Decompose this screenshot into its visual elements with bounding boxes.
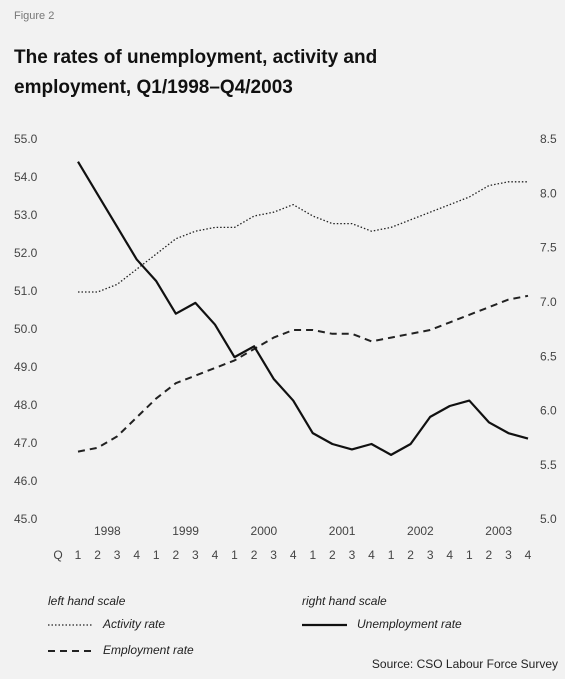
- legend-label: Activity rate: [102, 617, 165, 631]
- data-line: [77, 294, 529, 453]
- legend-label: Unemployment rate: [357, 617, 462, 631]
- y-tick-label: 46.0: [14, 474, 38, 488]
- x-tick-label: 2: [486, 548, 493, 562]
- y-tick-label: 49.0: [14, 360, 38, 374]
- year-label: 2001: [329, 524, 356, 538]
- y2-tick-label: 6.0: [540, 404, 557, 418]
- x-tick-label: 3: [505, 548, 512, 562]
- legend-title: right hand scale: [302, 594, 387, 608]
- x-tick-label: 1: [309, 548, 316, 562]
- legend-label: Employment rate: [103, 643, 194, 657]
- x-tick-label: 1: [466, 548, 473, 562]
- chart-title: The rates of unemployment, activity and: [14, 47, 377, 68]
- y2-tick-label: 8.5: [540, 132, 557, 146]
- x-tick-label: 1: [388, 548, 395, 562]
- source: Source: CSO Labour Force Survey: [372, 657, 558, 671]
- x-tick-label: 4: [525, 548, 532, 562]
- x-tick-label: 4: [368, 548, 375, 562]
- y-tick-label: 45.0: [14, 512, 38, 526]
- x-tick-label: 3: [349, 548, 356, 562]
- x-tick-label: 3: [114, 548, 121, 562]
- x-tick-label: 3: [427, 548, 434, 562]
- legend-title: left hand scale: [48, 594, 126, 608]
- y-tick-label: 48.0: [14, 398, 38, 412]
- x-tick-label: 1: [231, 548, 238, 562]
- x-tick-label: 1: [153, 548, 160, 562]
- y-tick-label: 52.0: [14, 246, 38, 260]
- x-tick-label: 2: [172, 548, 179, 562]
- y2-tick-label: 5.5: [540, 458, 557, 472]
- y-tick-label: 55.0: [14, 132, 38, 146]
- data-line: [77, 161, 529, 456]
- y-tick-label: 51.0: [14, 284, 38, 298]
- x-tick-label: 4: [133, 548, 140, 562]
- x-tick-label: 4: [212, 548, 219, 562]
- y2-tick-label: 7.5: [540, 241, 557, 255]
- year-label: 1998: [94, 524, 121, 538]
- y-tick-label: 47.0: [14, 436, 38, 450]
- year-label: 2002: [407, 524, 434, 538]
- y-tick-label: 50.0: [14, 322, 38, 336]
- chart-title: employment, Q1/1998–Q4/2003: [14, 77, 293, 98]
- y-tick-label: 53.0: [14, 208, 38, 222]
- x-tick-label: 2: [251, 548, 258, 562]
- figure-label: Figure 2: [14, 10, 54, 22]
- data-line: [78, 181, 528, 293]
- x-tick-label: 1: [75, 548, 82, 562]
- x-tick-label: 3: [270, 548, 277, 562]
- x-tick-label: 3: [192, 548, 199, 562]
- year-label: 1999: [172, 524, 199, 538]
- year-label: 2003: [485, 524, 512, 538]
- y2-tick-label: 7.0: [540, 295, 557, 309]
- y2-tick-label: 8.0: [540, 186, 557, 200]
- year-label: 2000: [251, 524, 278, 538]
- x-tick-label: 2: [329, 548, 336, 562]
- y2-tick-label: 6.5: [540, 349, 557, 363]
- x-axis-label: Q: [53, 548, 62, 562]
- x-tick-label: 2: [94, 548, 101, 562]
- y-tick-label: 54.0: [14, 170, 38, 184]
- x-tick-label: 4: [290, 548, 297, 562]
- x-tick-label: 2: [407, 548, 414, 562]
- x-tick-label: 4: [446, 548, 453, 562]
- y2-tick-label: 5.0: [540, 512, 557, 526]
